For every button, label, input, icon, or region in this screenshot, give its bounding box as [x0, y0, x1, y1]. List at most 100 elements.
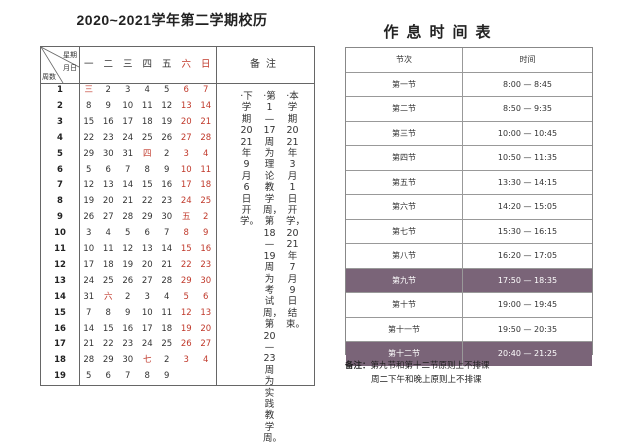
week-number: 10	[54, 228, 66, 239]
calendar-week-row: 5 29 30 31 四 2 3 4	[41, 147, 314, 163]
calendar-week-row: 19 5 6 7 8 9	[41, 369, 314, 385]
corner-month-label: 月日	[63, 64, 77, 72]
calendar-day: 28	[200, 132, 212, 143]
calendar-day: 19	[161, 116, 173, 127]
calendar-day: 5	[183, 291, 189, 302]
calendar-day: 15	[141, 180, 153, 191]
schedule-row-highlighted: 第九节 17:50 — 18:35	[346, 268, 592, 293]
calendar-table: 星期 月日 周数 一二三四五六日 备注 1 三 2 3 4 5 6 7 2 8 9 10 11 12 13 1…	[40, 46, 315, 444]
calendar-week-row: 7 12 13 14 15 16 17 18	[41, 178, 314, 194]
remark-line-1: 第九节和第十二节原则上不排课	[370, 361, 490, 371]
calendar-day: 7	[164, 228, 170, 239]
week-number: 14	[54, 291, 66, 302]
time-cell: 10:50 — 11:35	[497, 153, 558, 162]
calendar-day: 20	[180, 116, 192, 127]
calendar-day: 28	[83, 355, 95, 366]
calendar-day: 22	[141, 196, 153, 207]
weekday-header: 日	[200, 59, 211, 70]
calendar-day: 3	[144, 291, 150, 302]
corner-cell: 星期 月日 周数	[41, 47, 80, 83]
calendar-day: 七	[142, 355, 152, 366]
calendar-day	[177, 369, 197, 385]
period-cell: 第二节	[346, 97, 463, 121]
calendar-day: 12	[180, 307, 192, 318]
calendar-week-row: 17 21 22 23 24 25 26 27	[41, 337, 314, 353]
time-cell: 8:00 — 8:45	[502, 79, 552, 89]
week-number: 6	[57, 164, 63, 175]
calendar-day: 25	[161, 339, 173, 350]
calendar-day: 21	[122, 196, 134, 207]
calendar-day: 6	[105, 371, 111, 382]
calendar-day: 8	[105, 307, 111, 318]
week-number: 4	[57, 132, 63, 143]
calendar-day: 21	[200, 116, 212, 127]
calendar-week-row: 15 7 8 9 10 11 12 13	[41, 306, 314, 322]
calendar-day: 6	[203, 291, 209, 302]
calendar-day: 3	[183, 355, 189, 366]
calendar-day: 25	[141, 132, 153, 143]
calendar-day: 30	[161, 212, 173, 223]
calendar-week-row: 9 26 27 28 29 30 五 2	[41, 210, 314, 226]
calendar-day: 9	[125, 307, 131, 318]
week-number: 12	[54, 259, 66, 270]
calendar-day: 22	[83, 132, 95, 143]
weekday-header: 五	[161, 59, 172, 70]
calendar-day: 6	[183, 85, 189, 95]
calendar-day: 14	[122, 180, 134, 191]
week-number: 18	[54, 355, 66, 366]
calendar-day: 7	[86, 307, 92, 318]
schedule-row-highlighted: 第十二节 20:40 — 21:25	[346, 342, 592, 366]
calendar-body: 1 三 2 3 4 5 6 7 2 8 9 10 11 12 13 14 3 15 16 17 18 19 20 21 4 22 2…	[41, 83, 315, 444]
calendar-day: 18	[200, 180, 212, 191]
calendar-day: 4	[203, 148, 209, 159]
calendar-day: 23	[102, 132, 114, 143]
calendar-day: 17	[180, 180, 192, 191]
calendar-day: 19	[122, 259, 134, 270]
calendar-day: 31	[122, 148, 134, 159]
calendar-day: 25	[200, 196, 212, 207]
week-number: 13	[54, 275, 66, 286]
calendar-week-row: 10 3 4 5 6 7 8 9	[41, 226, 314, 242]
calendar-week-row: 8 19 20 21 22 23 24 25	[41, 194, 314, 210]
calendar-day: 9	[203, 228, 209, 239]
schedule-title: 作息时间表	[383, 23, 499, 41]
calendar-day: 26	[83, 212, 95, 223]
calendar-day: 12	[122, 244, 134, 254]
schedule-row: 第一节 8:00 — 8:45	[346, 72, 592, 97]
time-cell: 19:00 — 19:45	[497, 300, 558, 309]
corner-week-label: 周数	[42, 73, 56, 81]
schedule-row: 第四节 10:50 — 11:35	[346, 146, 592, 171]
calendar-day: 24	[141, 339, 153, 350]
calendar-day: 6	[105, 164, 111, 175]
note-column: ·本学期2021年3月1日开学，2021年7月9日结束。 ·第1—17周为理论教…	[216, 83, 315, 444]
calendar-day: 10	[141, 307, 153, 318]
weekday-header: 三	[122, 59, 133, 70]
calendar-day: 29	[180, 275, 192, 286]
period-cell: 第九节	[346, 268, 463, 292]
calendar-day: 20	[102, 196, 114, 207]
time-cell: 17:50 — 18:35	[497, 275, 558, 285]
period-cell: 第八节	[346, 244, 463, 268]
period-cell: 第十二节	[346, 342, 463, 366]
period-cell: 第五节	[346, 170, 463, 194]
period-cell: 第七节	[346, 219, 463, 243]
calendar-day: 11	[102, 244, 114, 254]
calendar-day: 12	[83, 180, 95, 191]
calendar-day: 25	[102, 275, 114, 286]
calendar-day: 27	[141, 275, 153, 286]
calendar-day: 16	[122, 323, 134, 334]
calendar-week-row: 6 5 6 7 8 9 10 11	[41, 163, 314, 179]
calendar-day: 10	[122, 100, 134, 111]
week-number-column	[41, 83, 80, 385]
week-number: 11	[54, 244, 66, 254]
calendar-day: 9	[164, 371, 170, 382]
schedule-row: 第五节 13:30 — 14:15	[346, 170, 592, 195]
time-cell: 13:30 — 14:15	[497, 177, 558, 187]
calendar-day: 14	[200, 100, 212, 111]
remark-line-2: 周二下午和晚上原则上不排课	[371, 375, 482, 385]
calendar-day: 21	[161, 259, 173, 270]
calendar-week-row: 3 15 16 17 18 19 20 21	[41, 115, 314, 131]
schedule-header-row: 节次 时间	[346, 48, 592, 73]
calendar-day: 4	[164, 291, 170, 302]
